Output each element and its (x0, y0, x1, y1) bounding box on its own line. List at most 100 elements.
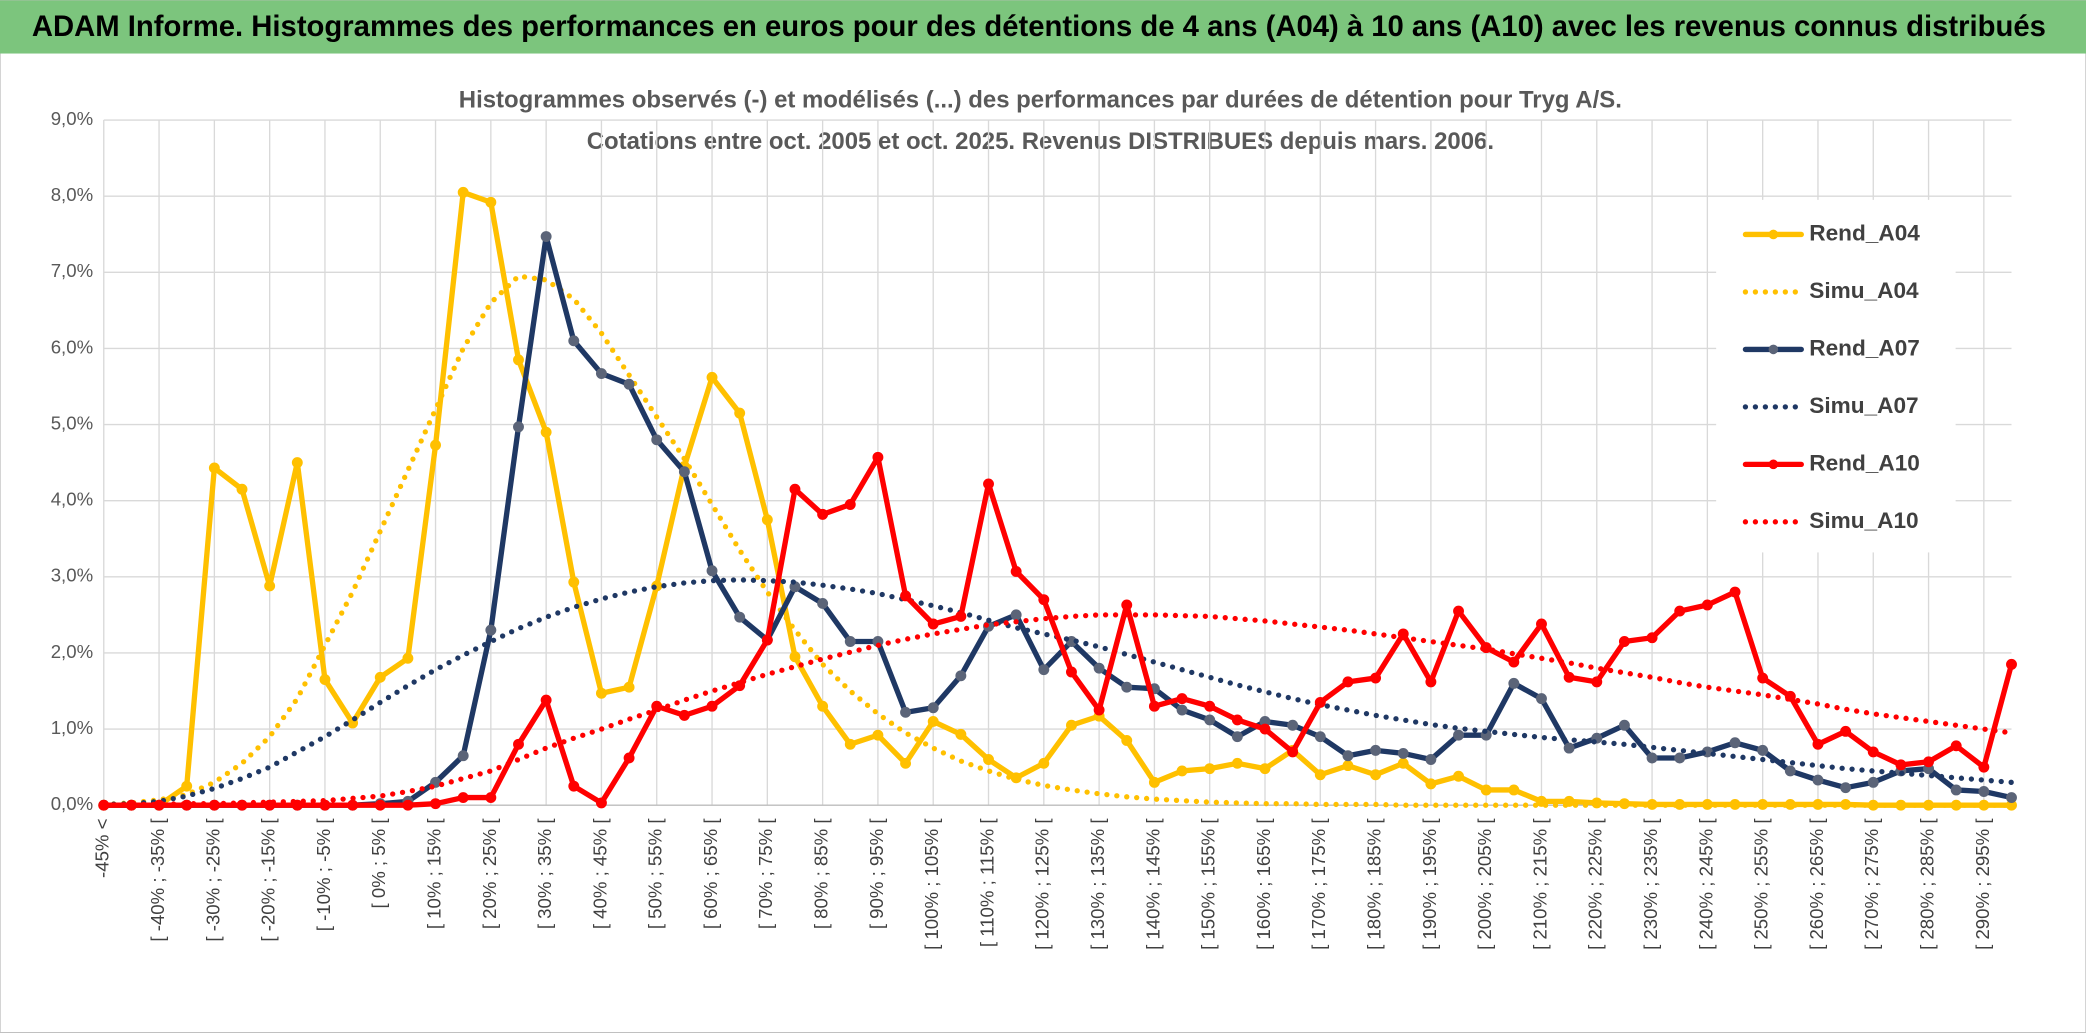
data-point (1591, 676, 1603, 688)
data-point (1563, 671, 1575, 683)
x-tick-label: [ 40% ; 45% [ (589, 818, 610, 930)
data-point (402, 652, 414, 664)
data-point (1757, 672, 1769, 684)
data-point (1204, 763, 1216, 775)
data-point (1618, 719, 1630, 731)
data-point (1066, 719, 1077, 731)
data-point (1978, 761, 1990, 773)
data-point (319, 674, 331, 686)
data-point (1867, 746, 1879, 758)
data-point (1287, 746, 1299, 758)
legend-marker (1768, 344, 1779, 355)
series-line (101, 612, 2015, 808)
data-point (872, 729, 884, 741)
data-point (457, 792, 469, 804)
x-tick-label: [ 20% ; 25% [ (479, 818, 500, 930)
data-point (1895, 759, 1907, 771)
data-point (264, 580, 276, 592)
data-point (1148, 700, 1160, 712)
data-point (485, 624, 497, 636)
legend-marker (1768, 229, 1779, 240)
data-point (1231, 714, 1243, 726)
data-point (1646, 752, 1658, 764)
data-point (347, 799, 359, 811)
data-point (1425, 778, 1437, 790)
data-point (1314, 696, 1326, 708)
x-tick-label: [ 50% ; 55% [ (645, 818, 666, 930)
data-point (900, 590, 912, 602)
x-tick-label: [ 90% ; 95% [ (866, 818, 887, 930)
data-point (430, 439, 442, 451)
data-point (1176, 693, 1188, 705)
data-point (817, 508, 829, 520)
data-point (513, 738, 524, 750)
data-point (1978, 786, 1990, 797)
data-point (1508, 656, 1520, 668)
data-point (1121, 599, 1133, 611)
data-point (734, 611, 746, 623)
data-point (955, 610, 967, 622)
legend-label: Rend_A07 (1809, 335, 1920, 360)
data-point (1066, 666, 1077, 678)
data-point (623, 378, 635, 390)
x-tick-label: [ 190% ; 195% [ (1419, 818, 1440, 950)
x-tick-label: [ -20% ; -15% [ (258, 818, 279, 942)
data-point (540, 231, 552, 242)
x-tick-label: [ 60% ; 65% [ (700, 818, 721, 930)
y-tick-label: 0,0% (51, 793, 93, 814)
data-point (568, 335, 580, 347)
data-point (983, 754, 994, 765)
data-point (1038, 664, 1050, 676)
data-point (1314, 769, 1326, 781)
data-point (1480, 784, 1492, 796)
data-point (706, 565, 718, 577)
data-point (1397, 747, 1409, 759)
data-point (1729, 737, 1741, 749)
data-point (1204, 700, 1216, 712)
data-point (1093, 704, 1105, 716)
data-point (1757, 744, 1769, 756)
x-tick-label: [ 10% ; 15% [ (423, 818, 444, 930)
data-point (623, 752, 635, 764)
data-point (568, 576, 580, 588)
data-point (1453, 605, 1464, 617)
data-point (817, 597, 829, 609)
data-point (1508, 677, 1520, 689)
plot-area (98, 186, 2017, 811)
data-point (900, 757, 912, 769)
data-point (1038, 594, 1050, 606)
data-point (1121, 735, 1133, 746)
data-point (983, 478, 994, 490)
data-point (2006, 658, 2017, 670)
x-tick-label: [ 210% ; 215% [ (1529, 818, 1550, 950)
data-point (1867, 776, 1879, 788)
x-tick-label: [ 100% ; 105% [ (921, 818, 942, 950)
data-point (1536, 618, 1547, 630)
data-point (1259, 723, 1271, 735)
x-tick-label: [ 230% ; 235% [ (1640, 818, 1661, 950)
data-point (1950, 784, 1962, 796)
data-point (1231, 757, 1243, 769)
data-point (1646, 632, 1658, 644)
data-point (291, 457, 303, 469)
data-point (1840, 725, 1852, 737)
data-point (1121, 681, 1133, 693)
data-point (844, 738, 856, 750)
data-point (595, 687, 607, 699)
series-line (101, 454, 2015, 808)
data-point (872, 451, 884, 463)
y-tick-label: 9,0% (51, 108, 93, 129)
data-point (789, 483, 801, 495)
x-tick-label: [ 0% ; 5% [ (368, 818, 389, 909)
chart-title: Histogrammes observés (-) et modélisés (… (459, 87, 1622, 114)
data-point (1342, 760, 1354, 772)
legend-label: Rend_A10 (1809, 450, 1920, 475)
data-point (955, 670, 967, 682)
data-point (761, 514, 773, 526)
data-point (1397, 757, 1409, 769)
data-point (485, 792, 497, 804)
data-point (1563, 742, 1575, 754)
data-point (1923, 756, 1935, 768)
data-point (927, 702, 939, 714)
